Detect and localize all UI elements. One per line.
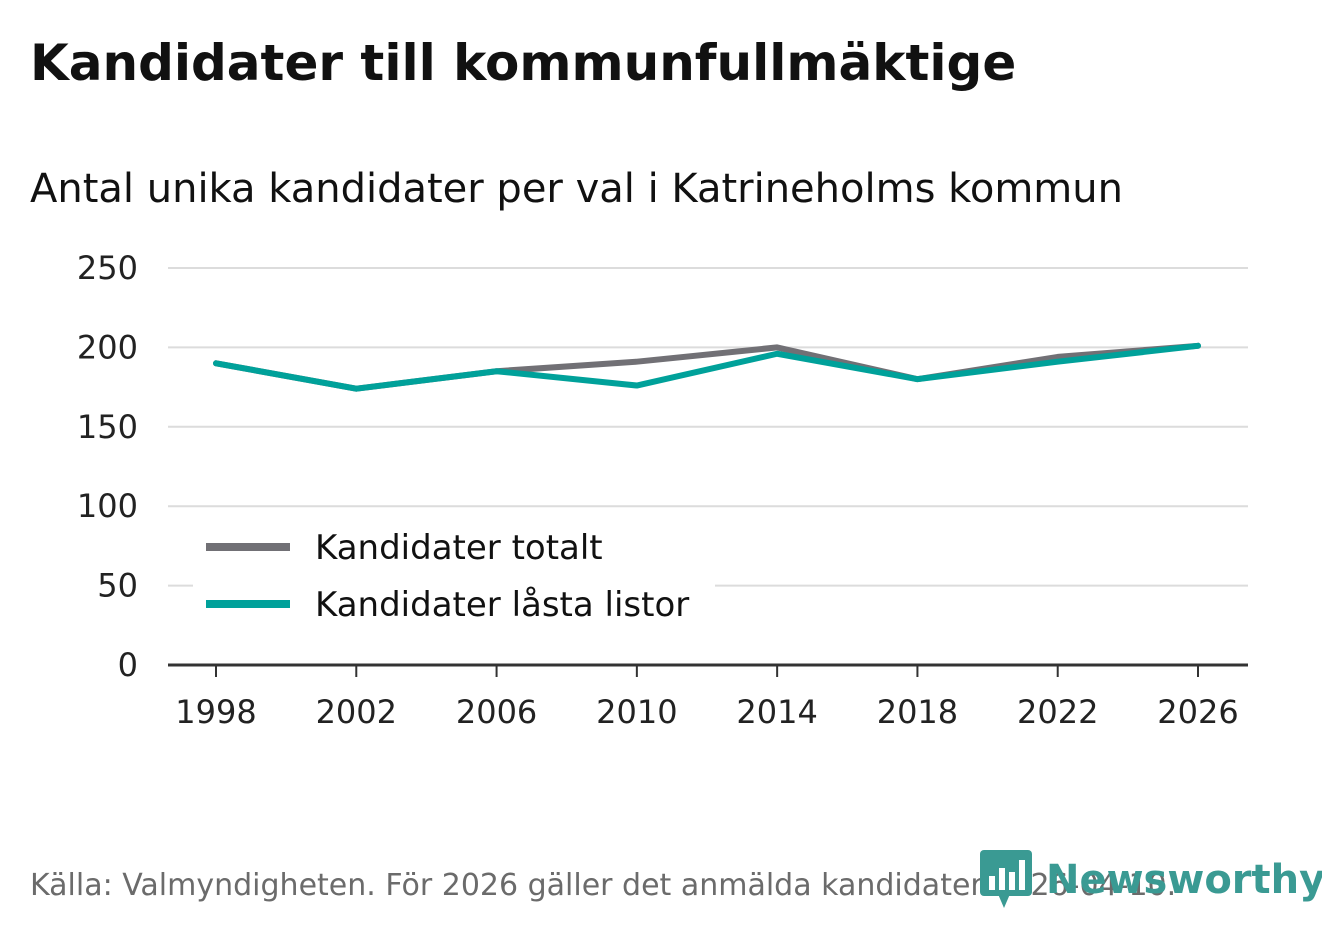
legend-label: Kandidater totalt <box>315 528 603 568</box>
y-axis-ticks: 0 50 100 150 200 250 <box>77 249 138 684</box>
x-tick-label: 2022 <box>1017 693 1098 731</box>
chart-subtitle: Antal unika kandidater per val i Katrine… <box>30 166 1123 212</box>
x-tick-label: 2014 <box>736 693 817 731</box>
x-tick-label: 2010 <box>596 693 677 731</box>
chart-title: Kandidater till kommunfullmäktige <box>30 34 1017 92</box>
series-lines <box>213 342 1201 392</box>
x-tick-label: 2002 <box>316 693 397 731</box>
logo-text: Newsworthy <box>1046 857 1322 903</box>
x-tick-label: 2018 <box>877 693 958 731</box>
series-line-1 <box>213 342 1201 392</box>
x-tick-label: 2026 <box>1157 693 1238 731</box>
x-axis-ticks: 1998 2002 2006 2010 2014 2018 2022 2026 <box>175 665 1239 731</box>
y-tick-label: 50 <box>97 567 138 605</box>
y-tick-label: 200 <box>77 328 138 366</box>
y-tick-label: 0 <box>118 646 138 684</box>
y-tick-label: 150 <box>77 408 138 446</box>
y-tick-label: 250 <box>77 249 138 287</box>
legend-background <box>193 522 715 632</box>
newsworthy-bar-chart-icon <box>980 850 1032 908</box>
legend-label: Kandidater låsta listor <box>315 585 689 625</box>
y-tick-label: 100 <box>77 487 138 525</box>
legend: Kandidater totalt Kandidater låsta listor <box>193 522 715 632</box>
newsworthy-logo[interactable]: Newsworthy <box>980 850 1322 910</box>
x-tick-label: 1998 <box>175 693 256 731</box>
x-tick-label: 2006 <box>456 693 537 731</box>
